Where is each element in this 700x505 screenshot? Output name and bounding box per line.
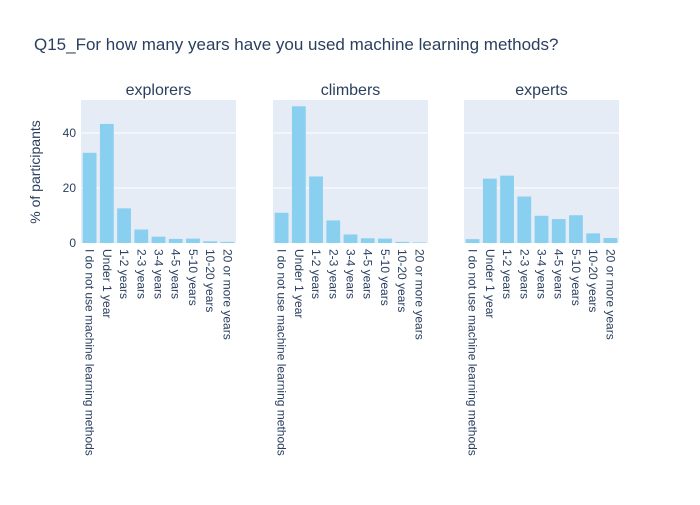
chart-title: Q15_For how many years have you used mac…	[34, 35, 558, 54]
bar-climbers-1	[274, 212, 289, 243]
x-tick-label: Under 1 year	[483, 249, 497, 318]
x-tick-label: Under 1 year	[292, 249, 306, 318]
x-tick-label: 4-5 years	[552, 249, 566, 299]
subplot-climbers: climbers I do not use machine learning me…	[273, 82, 428, 456]
bar-experts-1	[465, 239, 480, 243]
bar-explorers-3	[117, 208, 131, 243]
x-tick-label: 5-10 years	[569, 249, 583, 306]
y-axis-label: % of participants	[27, 120, 43, 224]
x-tick-label: 20 or more years	[220, 249, 234, 340]
x-tick-label: 5-10 years	[186, 249, 200, 306]
x-tick-label: I do not use machine learning methods	[83, 249, 97, 456]
subplot-title-experts: experts	[515, 82, 567, 99]
x-tick-label: 3-4 years	[344, 249, 358, 299]
bar-climbers-5	[343, 234, 358, 243]
bar-experts-6	[551, 219, 566, 243]
bar-experts-7	[569, 215, 583, 243]
bar-explorers-1	[82, 152, 97, 243]
x-tick-label: 20 or more years	[603, 249, 617, 340]
bar-experts-9	[603, 238, 618, 243]
bar-explorers-9	[220, 241, 235, 243]
x-tick-label: 2-3 years	[134, 249, 148, 299]
bar-explorers-5	[151, 236, 166, 243]
x-tick-label: I do not use machine learning methods	[275, 249, 289, 456]
x-tick-label: 1-2 years	[500, 249, 514, 299]
bar-experts-4	[517, 196, 532, 243]
bar-climbers-9	[412, 242, 427, 243]
x-tick-label: I do not use machine learning methods	[466, 249, 480, 456]
bar-climbers-2	[291, 106, 306, 243]
bar-climbers-6	[360, 238, 375, 243]
subplot-title-climbers: climbers	[321, 82, 381, 99]
bar-explorers-7	[186, 238, 200, 243]
bar-explorers-4	[134, 229, 149, 243]
x-tick-label: 10-20 years	[395, 249, 409, 312]
x-tick-label: 20 or more years	[412, 249, 426, 340]
bar-experts-5	[534, 215, 549, 243]
x-tick-label: 1-2 years	[117, 249, 131, 299]
subplot-explorers: explorers I do not use machine learning m…	[81, 82, 236, 456]
bar-explorers-2	[99, 123, 114, 243]
subplot-experts: experts I do not use machine learning met…	[464, 82, 619, 456]
x-tick-label: 4-5 years	[169, 249, 183, 299]
x-tick-label: Under 1 year	[100, 249, 114, 318]
x-tick-label: 10-20 years	[586, 249, 600, 312]
bar-explorers-8	[203, 241, 218, 243]
bar-experts-2	[482, 178, 497, 243]
x-tick-label: 2-3 years	[517, 249, 531, 299]
bar-climbers-7	[378, 238, 392, 243]
x-tick-label: 5-10 years	[378, 249, 392, 306]
y-tick-label: 0	[69, 236, 76, 250]
x-tick-label: 10-20 years	[203, 249, 217, 312]
bar-climbers-3	[309, 176, 323, 243]
y-tick-label: 40	[63, 126, 77, 140]
bar-climbers-8	[395, 241, 410, 243]
bar-experts-3	[500, 175, 514, 244]
x-tick-label: 3-4 years	[535, 249, 549, 299]
x-tick-label: 1-2 years	[309, 249, 323, 299]
subplot-title-explorers: explorers	[126, 82, 192, 99]
subplot-panels: explorers I do not use machine learning m…	[63, 82, 619, 456]
y-tick-label: 20	[63, 181, 77, 195]
bar-explorers-6	[168, 238, 183, 244]
x-tick-label: 4-5 years	[361, 249, 375, 299]
x-tick-label: 2-3 years	[326, 249, 340, 299]
bar-climbers-4	[326, 220, 341, 243]
bar-experts-8	[586, 233, 601, 244]
x-tick-label: 3-4 years	[152, 249, 166, 299]
